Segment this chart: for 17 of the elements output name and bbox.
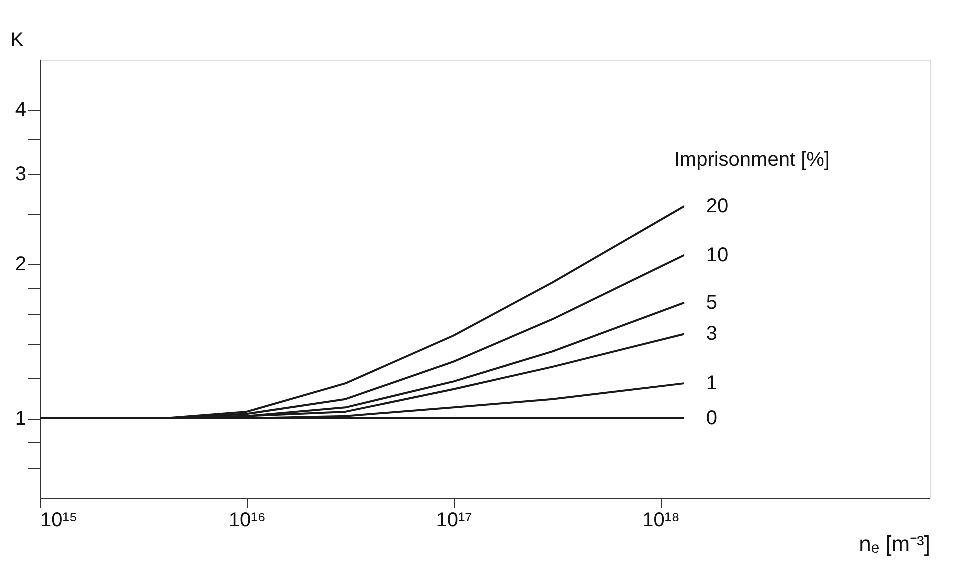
y-tick-label: 2 <box>15 254 26 276</box>
y-tick-label: 4 <box>15 99 26 122</box>
x-axis-title: nₑ [m⁻³] <box>859 532 930 556</box>
y-axis-title: K <box>10 30 24 52</box>
series-label: 0 <box>706 408 718 430</box>
x-tick-label: 10¹⁸ <box>642 510 680 532</box>
x-tick-label: 10¹⁶ <box>228 510 266 532</box>
series-label: 5 <box>706 292 718 314</box>
x-tick-label: 10¹⁷ <box>436 510 472 532</box>
legend-title: Imprisonment [%] <box>674 149 830 171</box>
series-label: 10 <box>706 244 729 266</box>
y-tick-label: 1 <box>15 408 26 430</box>
series-label: 20 <box>706 196 729 218</box>
series-label: 1 <box>706 372 718 395</box>
series-label: 3 <box>706 323 718 346</box>
y-tick-label: 3 <box>15 163 26 186</box>
x-tick-label: 10¹⁵ <box>40 510 78 532</box>
